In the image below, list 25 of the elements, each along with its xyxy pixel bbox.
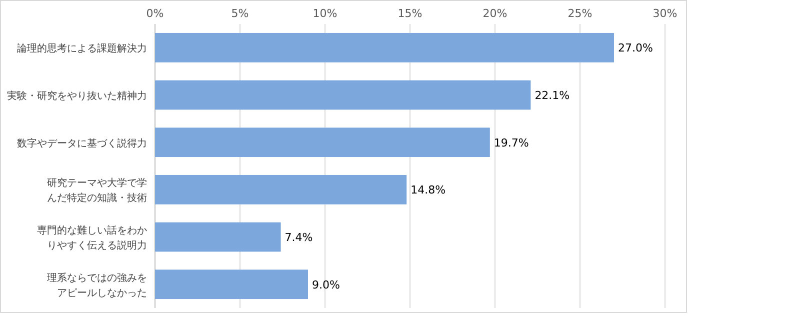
data-label: 19.7% [494, 136, 529, 150]
y-tick-label: 専門的な難しい話をわかりやすく伝える説明力 [37, 224, 147, 252]
y-tick-label: 研究テーマや大学で学んだ特定の知識・技術 [47, 177, 147, 204]
data-label: 9.0% [312, 278, 340, 292]
x-tick-label: 30% [652, 7, 678, 20]
bar [155, 128, 490, 158]
x-tick-label: 15% [398, 7, 422, 20]
y-tick-label: 数字やデータに基づく説得力 [17, 137, 147, 150]
bar [155, 174, 407, 204]
y-tick-label: 実験・研究をやり抜いた精神力 [7, 90, 147, 102]
x-tick-label: 0% [146, 7, 164, 20]
x-tick-label: 20% [482, 7, 508, 20]
y-tick-label: 論理的思考による課題解決力 [17, 42, 147, 55]
data-label: 27.0% [618, 42, 653, 55]
bar [155, 222, 281, 252]
data-label: 22.1% [534, 89, 570, 102]
bar [155, 80, 531, 110]
x-tick-label: 5% [231, 7, 249, 20]
x-tick-label: 10% [312, 7, 338, 20]
data-label: 14.8% [410, 184, 446, 197]
bar [155, 32, 614, 62]
data-label: 7.4% [284, 231, 313, 244]
y-tick-label: 理系ならではの強みをアピールしなかった [47, 272, 147, 299]
bar [155, 270, 308, 300]
x-tick-label: 25% [568, 7, 592, 20]
